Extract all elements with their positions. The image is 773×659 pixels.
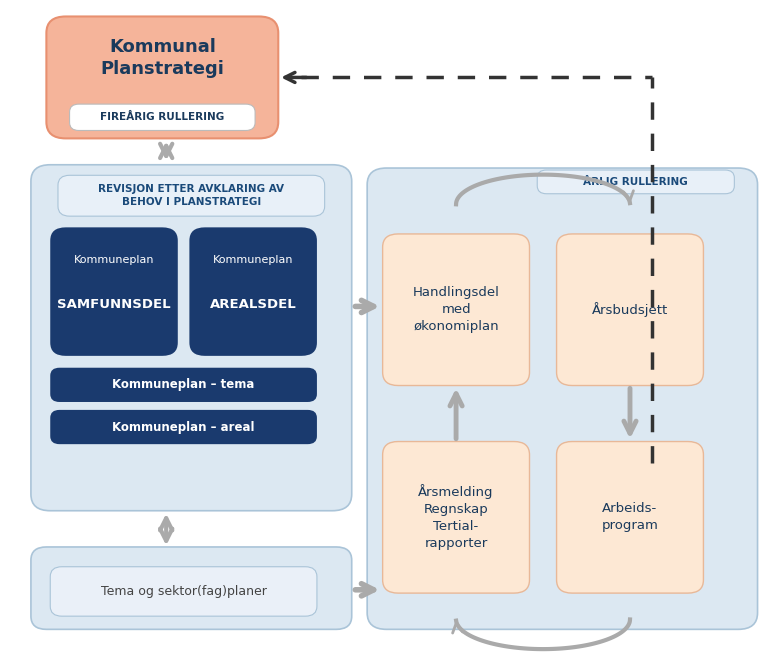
Text: SAMFUNNSDEL: SAMFUNNSDEL [57,299,171,311]
Text: ÅRLIG RULLERING: ÅRLIG RULLERING [584,177,688,187]
FancyBboxPatch shape [537,170,734,194]
FancyBboxPatch shape [50,567,317,616]
FancyBboxPatch shape [383,234,530,386]
FancyBboxPatch shape [367,168,758,629]
Text: Årsbudsjett: Årsbudsjett [592,302,668,317]
Text: Arbeids-
program: Arbeids- program [601,502,659,532]
FancyBboxPatch shape [31,165,352,511]
Text: Handlingsdel
med
økonomiplan: Handlingsdel med økonomiplan [413,286,499,333]
Text: Årsmelding
Regnskap
Tertial-
rapporter: Årsmelding Regnskap Tertial- rapporter [418,484,494,550]
FancyBboxPatch shape [50,227,178,356]
Text: Kommunal
Planstrategi: Kommunal Planstrategi [100,38,224,78]
FancyBboxPatch shape [189,227,317,356]
Text: FIREÅRIG RULLERING: FIREÅRIG RULLERING [100,112,224,123]
FancyBboxPatch shape [70,104,255,130]
FancyBboxPatch shape [50,410,317,444]
FancyBboxPatch shape [557,234,703,386]
FancyBboxPatch shape [58,175,325,216]
FancyBboxPatch shape [50,368,317,402]
FancyBboxPatch shape [557,442,703,593]
FancyBboxPatch shape [31,547,352,629]
Text: Kommuneplan: Kommuneplan [213,255,294,266]
Text: Kommuneplan: Kommuneplan [73,255,155,266]
Text: Tema og sektor(fag)planer: Tema og sektor(fag)planer [100,585,267,598]
FancyBboxPatch shape [46,16,278,138]
Text: Kommuneplan – tema: Kommuneplan – tema [112,378,255,391]
Text: AREALSDEL: AREALSDEL [209,299,297,311]
Text: Kommuneplan – areal: Kommuneplan – areal [112,420,255,434]
Text: REVISJON ETTER AVKLARING AV
BEHOV I PLANSTRATEGI: REVISJON ETTER AVKLARING AV BEHOV I PLAN… [98,184,284,208]
FancyBboxPatch shape [383,442,530,593]
